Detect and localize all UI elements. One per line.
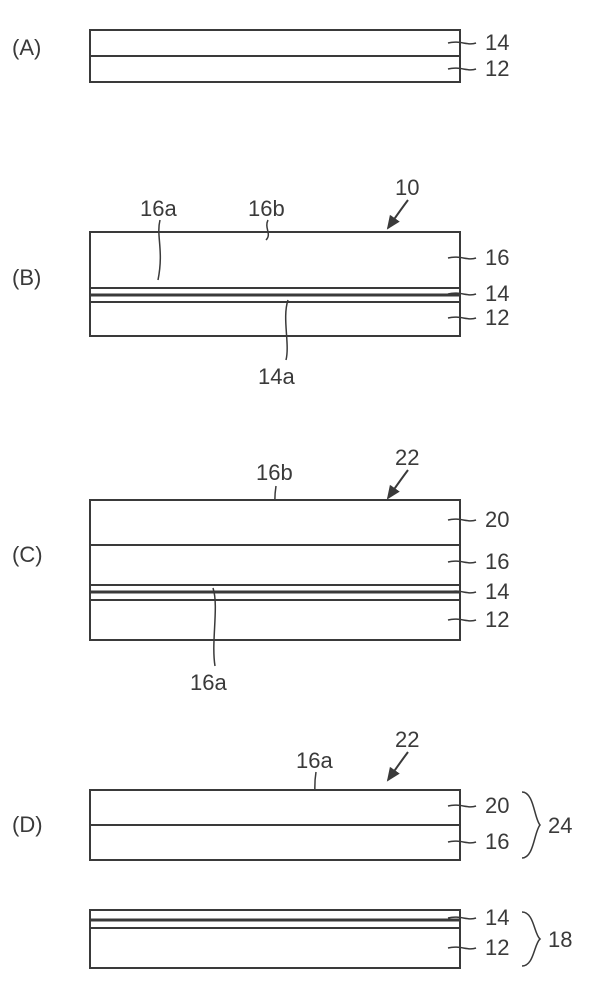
panel-a-ref-14: 14 xyxy=(485,30,509,55)
panel-d-brace-24 xyxy=(522,792,540,858)
panel-c-ref-12: 12 xyxy=(485,607,509,632)
panel-d-brace-18 xyxy=(522,912,540,966)
panel-c-ref-22: 22 xyxy=(395,445,419,470)
panel-c-ref-16: 16 xyxy=(485,549,509,574)
panel-d-ref-arrow xyxy=(388,752,408,780)
panel-c-label: (C) xyxy=(12,542,43,567)
panel-d-ref-14: 14 xyxy=(485,905,509,930)
panel-d-ref-24: 24 xyxy=(548,813,572,838)
panel-a-label: (A) xyxy=(12,35,41,60)
panel-c-ref-20: 20 xyxy=(485,507,509,532)
panel-c-ref-14: 14 xyxy=(485,579,509,604)
panel-d-label: (D) xyxy=(12,812,43,837)
panel-b-ref-12: 12 xyxy=(485,305,509,330)
panel-b-top-16b: 16b xyxy=(248,196,285,221)
panel-c-top-16b: 16b xyxy=(256,460,293,485)
panel-b-ref-arrow xyxy=(388,200,408,228)
panel-d-ref-16: 16 xyxy=(485,829,509,854)
panel-c-ref-arrow xyxy=(388,470,408,498)
panel-b-stack xyxy=(90,232,460,336)
panel-b-top-16a: 16a xyxy=(140,196,177,221)
panel-d-ref-22: 22 xyxy=(395,727,419,752)
panel-d-ref-20: 20 xyxy=(485,793,509,818)
panel-b-ref-16: 16 xyxy=(485,245,509,270)
panel-b-ref-14: 14 xyxy=(485,281,509,306)
panel-b-ref-10: 10 xyxy=(395,175,419,200)
panel-a-ref-12: 12 xyxy=(485,56,509,81)
panel-d-ref-18: 18 xyxy=(548,927,572,952)
panel-d-top-16a: 16a xyxy=(296,748,333,773)
panel-c-bot-16a: 16a xyxy=(190,670,227,695)
panel-b-label: (B) xyxy=(12,265,41,290)
panel-c-stack xyxy=(90,500,460,640)
panel-d-ref-12: 12 xyxy=(485,935,509,960)
panel-b-bot-14a: 14a xyxy=(258,364,295,389)
